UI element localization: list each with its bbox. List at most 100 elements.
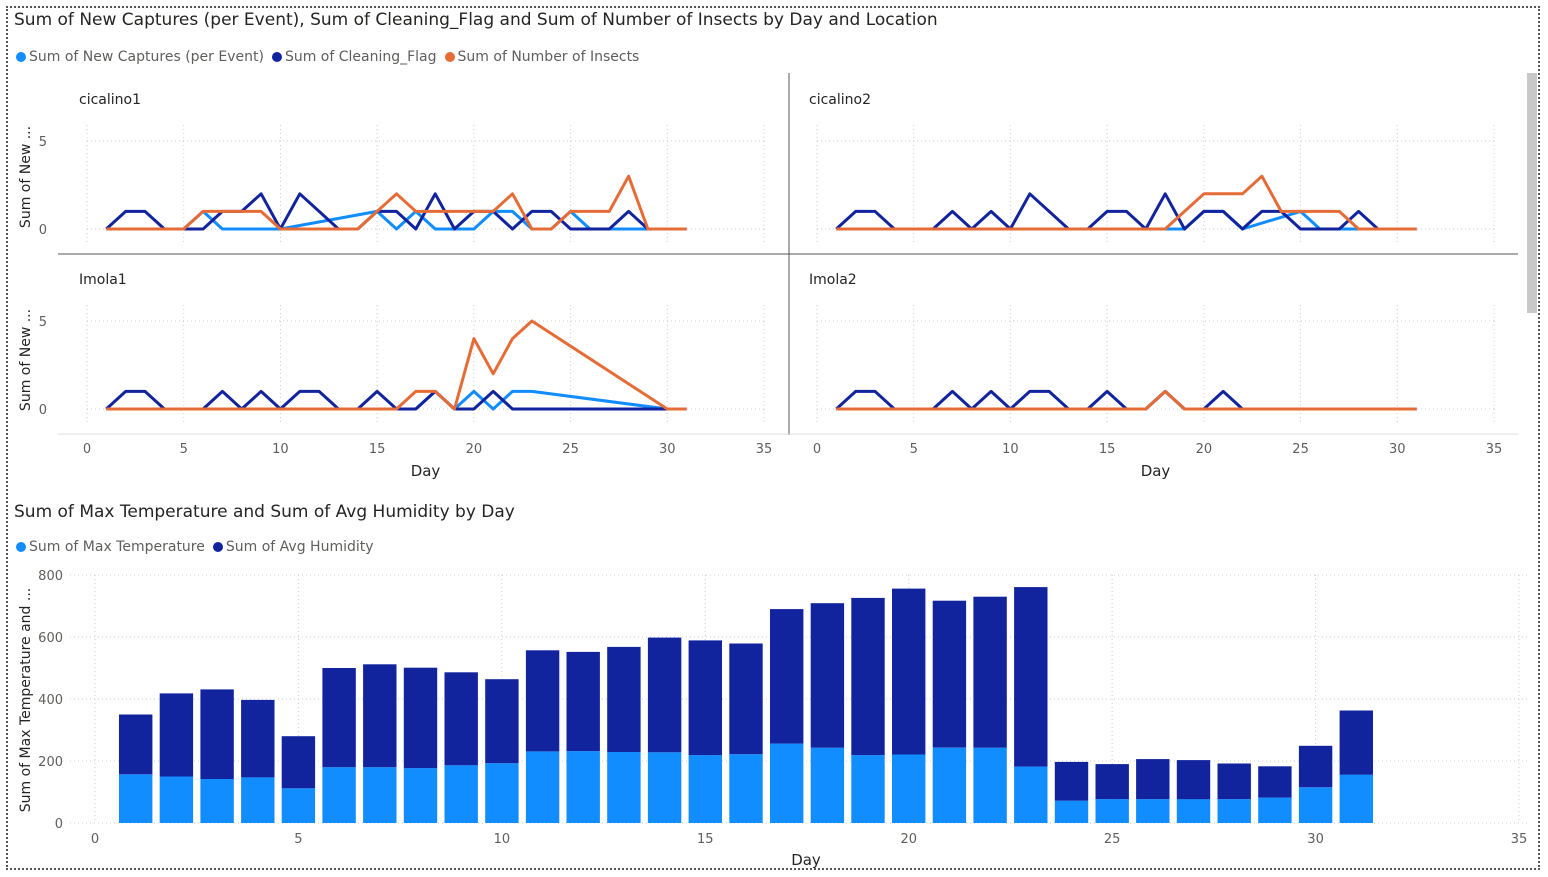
bar-day-21-series-1 — [932, 600, 967, 748]
bar-day-31-series-1 — [1339, 710, 1373, 775]
legend-item-new-captures[interactable]: Sum of New Captures (per Event) — [16, 49, 264, 65]
legend-dot-new-captures — [16, 52, 26, 62]
bar-day-17-series-0 — [770, 743, 804, 823]
y-axis-title: Sum of New ... — [18, 126, 34, 228]
bar-day-3-series-1 — [200, 689, 234, 779]
bar-day-29-series-0 — [1258, 797, 1292, 823]
bar-day-7-series-0 — [363, 767, 397, 823]
bar-day-28-series-0 — [1217, 799, 1251, 823]
x-tick-label: 30 — [659, 442, 676, 457]
x-axis-title: Day — [411, 462, 441, 480]
bar-day-5-series-0 — [281, 788, 316, 823]
x-tick-label: 5 — [180, 442, 188, 457]
bar-day-11-series-0 — [525, 751, 560, 823]
bar-day-25-series-1 — [1095, 764, 1129, 800]
bar-day-8-series-0 — [403, 768, 438, 823]
legend-dot-avg-humidity — [212, 542, 223, 552]
x-tick-label: 25 — [1292, 442, 1309, 457]
bar-day-1-series-1 — [119, 714, 153, 775]
x-tick-label: 5 — [910, 442, 918, 457]
bar-day-12-series-0 — [566, 751, 600, 823]
bar-day-9-series-1 — [444, 672, 478, 766]
line-cicalino2-series-1 — [835, 192, 1417, 231]
top-chart-title: Sum of New Captures (per Event), Sum of … — [14, 10, 938, 30]
bar-day-5-series-1 — [281, 736, 316, 789]
bar-day-24-series-1 — [1054, 761, 1089, 801]
bar-day-14-series-0 — [647, 752, 682, 823]
bar-y-tick-label: 0 — [55, 817, 63, 832]
bar-day-22-series-0 — [973, 747, 1007, 823]
bar-day-28-series-1 — [1217, 763, 1251, 800]
bar-day-22-series-1 — [973, 596, 1007, 748]
line-Imola2-series-2 — [836, 389, 1417, 411]
bar-day-30-series-1 — [1298, 745, 1333, 788]
legend-dot-number-insects — [444, 52, 455, 62]
bar-day-19-series-1 — [851, 597, 885, 756]
line-cicalino1-series-1 — [105, 192, 687, 231]
x-tick-label: 30 — [1389, 442, 1406, 457]
x-tick-label: 25 — [562, 442, 579, 457]
x-tick-label: 15 — [369, 442, 386, 457]
bar-x-axis-title: Day — [791, 851, 821, 869]
bar-x-tick-label: 15 — [697, 832, 714, 847]
bar-day-7-series-1 — [363, 664, 397, 768]
bar-y-tick-label: 600 — [38, 631, 63, 646]
bar-day-25-series-0 — [1095, 799, 1129, 823]
bar-day-6-series-0 — [322, 767, 356, 823]
legend-label-avg-humidity: Sum of Avg Humidity — [225, 539, 374, 555]
bar-day-3-series-0 — [200, 779, 234, 823]
bar-day-18-series-1 — [810, 603, 845, 748]
bar-day-6-series-1 — [322, 668, 356, 768]
bar-day-17-series-1 — [770, 609, 804, 744]
y-tick-label: 5 — [39, 315, 47, 330]
bar-day-13-series-0 — [607, 752, 641, 823]
bar-x-tick-label: 35 — [1511, 832, 1528, 847]
bar-day-23-series-1 — [1014, 587, 1048, 767]
vertical-scrollbar[interactable] — [1527, 73, 1537, 313]
bar-day-27-series-1 — [1176, 760, 1211, 800]
bar-y-tick-label: 800 — [38, 569, 63, 584]
legend-label-max-temperature: Sum of Max Temperature — [29, 539, 205, 555]
bar-y-axis-title: Sum of Max Temperature and ... — [18, 588, 34, 812]
legend-item-cleaning-flag[interactable]: Sum of Cleaning_Flag — [271, 49, 437, 65]
bottom-chart-title: Sum of Max Temperature and Sum of Avg Hu… — [14, 502, 515, 522]
x-axis-title: Day — [1141, 462, 1171, 480]
legend-dot-max-temperature — [16, 542, 26, 552]
bar-x-tick-label: 30 — [1307, 832, 1324, 847]
bar-day-2-series-1 — [159, 693, 194, 777]
legend-item-max-temperature[interactable]: Sum of Max Temperature — [16, 539, 205, 555]
panel-title-cicalino2: cicalino2 — [809, 92, 871, 108]
bar-x-tick-label: 10 — [494, 832, 511, 847]
bar-day-16-series-1 — [729, 643, 763, 755]
bar-x-tick-label: 25 — [1104, 832, 1121, 847]
x-tick-label: 15 — [1099, 442, 1116, 457]
bar-day-29-series-1 — [1258, 766, 1292, 798]
x-tick-label: 0 — [83, 442, 91, 457]
top-chart-legend: Sum of New Captures (per Event) Sum of C… — [16, 49, 639, 65]
bar-day-15-series-0 — [688, 755, 722, 823]
bar-day-26-series-0 — [1136, 799, 1170, 823]
bar-day-13-series-1 — [607, 646, 641, 752]
bar-x-tick-label: 5 — [294, 832, 302, 847]
x-tick-label: 0 — [813, 442, 821, 457]
line-Imola1-series-2 — [106, 319, 687, 411]
bottom-chart-legend: Sum of Max Temperature Sum of Avg Humidi… — [16, 539, 374, 555]
bar-day-20-series-0 — [892, 754, 926, 823]
legend-item-avg-humidity[interactable]: Sum of Avg Humidity — [212, 539, 374, 555]
legend-item-number-insects[interactable]: Sum of Number of Insects — [444, 49, 640, 65]
bar-x-tick-label: 20 — [900, 832, 917, 847]
bar-day-20-series-1 — [892, 588, 926, 755]
x-tick-label: 20 — [1196, 442, 1213, 457]
x-tick-label: 10 — [272, 442, 289, 457]
bar-y-tick-label: 200 — [38, 755, 63, 770]
bar-day-16-series-0 — [729, 754, 763, 823]
legend-label-number-insects: Sum of Number of Insects — [457, 49, 640, 65]
legend-label-cleaning-flag: Sum of Cleaning_Flag — [284, 49, 437, 65]
y-tick-label: 0 — [39, 403, 47, 418]
x-tick-label: 35 — [1486, 442, 1503, 457]
bar-day-15-series-1 — [688, 640, 722, 756]
small-multiples-line-chart: cicalino1 0 5 cicalino2 Imola1 0 5 0 5 10 15 20 25 30… — [18, 73, 1518, 480]
bar-day-10-series-0 — [485, 763, 519, 823]
bar-day-23-series-0 — [1014, 766, 1048, 823]
